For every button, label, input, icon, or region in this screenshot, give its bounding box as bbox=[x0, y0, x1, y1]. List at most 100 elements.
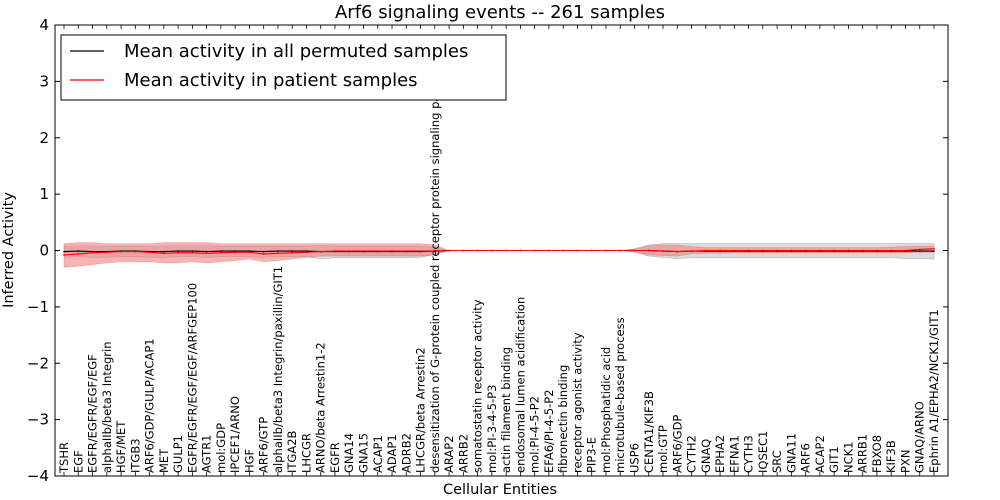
x-tick-label: SRC bbox=[770, 450, 784, 473]
data-point bbox=[162, 252, 165, 255]
x-tick-label: ARRB2 bbox=[456, 434, 470, 473]
data-point bbox=[476, 249, 479, 252]
x-tick-label: HGF bbox=[242, 449, 256, 473]
x-tick-label: PXN bbox=[899, 450, 913, 473]
x-tick-label: ITGB3 bbox=[128, 438, 142, 473]
x-tick-label: EGFR/EGFR/EGF/EGF/ARFGEP100 bbox=[185, 283, 199, 473]
data-point bbox=[876, 249, 878, 252]
data-point bbox=[305, 251, 308, 254]
x-tick-label: ARF6/GTP bbox=[257, 417, 271, 473]
data-point bbox=[833, 249, 836, 252]
data-point bbox=[847, 249, 850, 252]
x-tick-label: CENTA1/KIF3B bbox=[642, 391, 656, 473]
data-point bbox=[904, 249, 907, 252]
x-tick-label: GNA14 bbox=[342, 433, 356, 473]
x-tick-label: microtubule-based process bbox=[613, 317, 627, 473]
x-tick-label: KIF3B bbox=[884, 440, 898, 473]
data-point bbox=[63, 250, 65, 253]
data-point bbox=[177, 251, 180, 254]
data-point bbox=[277, 252, 279, 255]
data-point bbox=[220, 251, 222, 254]
data-point bbox=[220, 250, 222, 253]
x-tick-label: Ephrin A1/EPHA2/NCK1/GIT1 bbox=[927, 309, 941, 473]
data-point bbox=[162, 250, 165, 253]
data-point bbox=[804, 249, 807, 252]
y-tick-label: −2 bbox=[27, 354, 49, 372]
x-tick-label: EGFR/EGFR/EGF/EGF bbox=[86, 354, 100, 473]
data-point bbox=[918, 250, 921, 253]
x-tick-label: mol:GDP bbox=[214, 423, 228, 473]
x-tick-label: CYTH3 bbox=[742, 435, 756, 473]
x-tick-label: ARAP2 bbox=[442, 435, 456, 473]
x-tick-label: EFNA1 bbox=[727, 435, 741, 473]
chart-title: Arf6 signaling events -- 261 samples bbox=[335, 2, 665, 23]
x-tick-labels: TSHR EGF EGFR/EGFR/EGF/EGF alphaIIb/beta3 I… bbox=[57, 59, 941, 474]
data-point bbox=[491, 249, 493, 252]
x-tick-label: IQSEC1 bbox=[756, 431, 770, 473]
data-point bbox=[234, 251, 237, 254]
data-point bbox=[205, 252, 208, 255]
data-point bbox=[405, 250, 408, 253]
x-tick-label: EFA6/PI-4-5-P2 bbox=[542, 389, 556, 473]
x-tick-label: somatostatin receptor activity bbox=[471, 299, 485, 473]
x-tick-label: fibronectin binding bbox=[556, 365, 570, 473]
data-point bbox=[762, 249, 764, 252]
data-point bbox=[776, 249, 778, 252]
data-point bbox=[376, 250, 379, 253]
data-point bbox=[105, 251, 108, 254]
x-tick-label: GNAQ bbox=[699, 439, 713, 473]
x-tick-label: ACAP1 bbox=[371, 435, 385, 473]
x-tick-label: desensitization of G-protein coupled rec… bbox=[428, 59, 442, 473]
data-point bbox=[676, 250, 679, 253]
data-point bbox=[576, 249, 579, 252]
y-tick-label: −4 bbox=[27, 467, 49, 485]
x-tick-label: ARF6/GDP bbox=[670, 415, 684, 473]
plot-frame bbox=[54, 24, 949, 477]
x-tick-label: EGF bbox=[71, 450, 85, 473]
x-tick-label: ITGA2B bbox=[285, 430, 299, 473]
data-point bbox=[205, 250, 208, 253]
data-point bbox=[191, 250, 194, 253]
x-tick-label: LHCGR bbox=[300, 433, 314, 473]
data-point bbox=[633, 249, 636, 252]
x-tick-label: mol:PI-4-5-P2 bbox=[528, 396, 542, 473]
data-point bbox=[918, 248, 921, 251]
legend: Mean activity in all permuted samples Me… bbox=[60, 34, 507, 101]
data-point bbox=[391, 250, 393, 253]
data-point bbox=[548, 249, 550, 252]
data-point bbox=[277, 250, 279, 253]
y-tick-label: 0 bbox=[39, 242, 49, 260]
data-point bbox=[562, 249, 565, 252]
data-point bbox=[933, 247, 935, 250]
y-tick-label: 2 bbox=[39, 129, 49, 147]
data-point bbox=[890, 249, 893, 252]
legend-label-patient: Mean activity in patient samples bbox=[124, 70, 418, 91]
data-point bbox=[933, 250, 935, 253]
x-tick-label: GNA15 bbox=[357, 433, 371, 473]
data-point bbox=[462, 249, 465, 252]
series-lines bbox=[63, 247, 935, 256]
data-point bbox=[134, 250, 137, 253]
x-tick-label: ADAP1 bbox=[385, 434, 399, 473]
x-tick-label: NCK1 bbox=[841, 442, 855, 474]
data-point bbox=[433, 250, 436, 253]
x-tick-label: CYTH2 bbox=[685, 435, 699, 473]
x-axis-label: Cellular Entities bbox=[443, 482, 557, 498]
x-tick-label: receptor agonist activity bbox=[570, 332, 584, 473]
x-tick-label: EGFR bbox=[328, 442, 342, 473]
x-tick-label: AGTR1 bbox=[200, 435, 214, 474]
data-point bbox=[448, 249, 450, 252]
x-tick-label: alphaIIb/beta3 Integrin bbox=[100, 341, 114, 473]
data-point bbox=[77, 250, 80, 253]
x-tick-label: GNA11 bbox=[784, 433, 798, 473]
x-tick-label: EPHA2 bbox=[713, 435, 727, 473]
x-tick-label: TSHR bbox=[57, 442, 71, 474]
x-tick-label: mol:GTP bbox=[656, 425, 670, 473]
data-point bbox=[177, 250, 180, 253]
data-point bbox=[647, 249, 650, 252]
confidence-band-patient bbox=[63, 242, 935, 268]
data-point bbox=[605, 249, 607, 252]
data-point bbox=[262, 253, 265, 255]
x-tick-label: HGF/MET bbox=[114, 420, 128, 473]
